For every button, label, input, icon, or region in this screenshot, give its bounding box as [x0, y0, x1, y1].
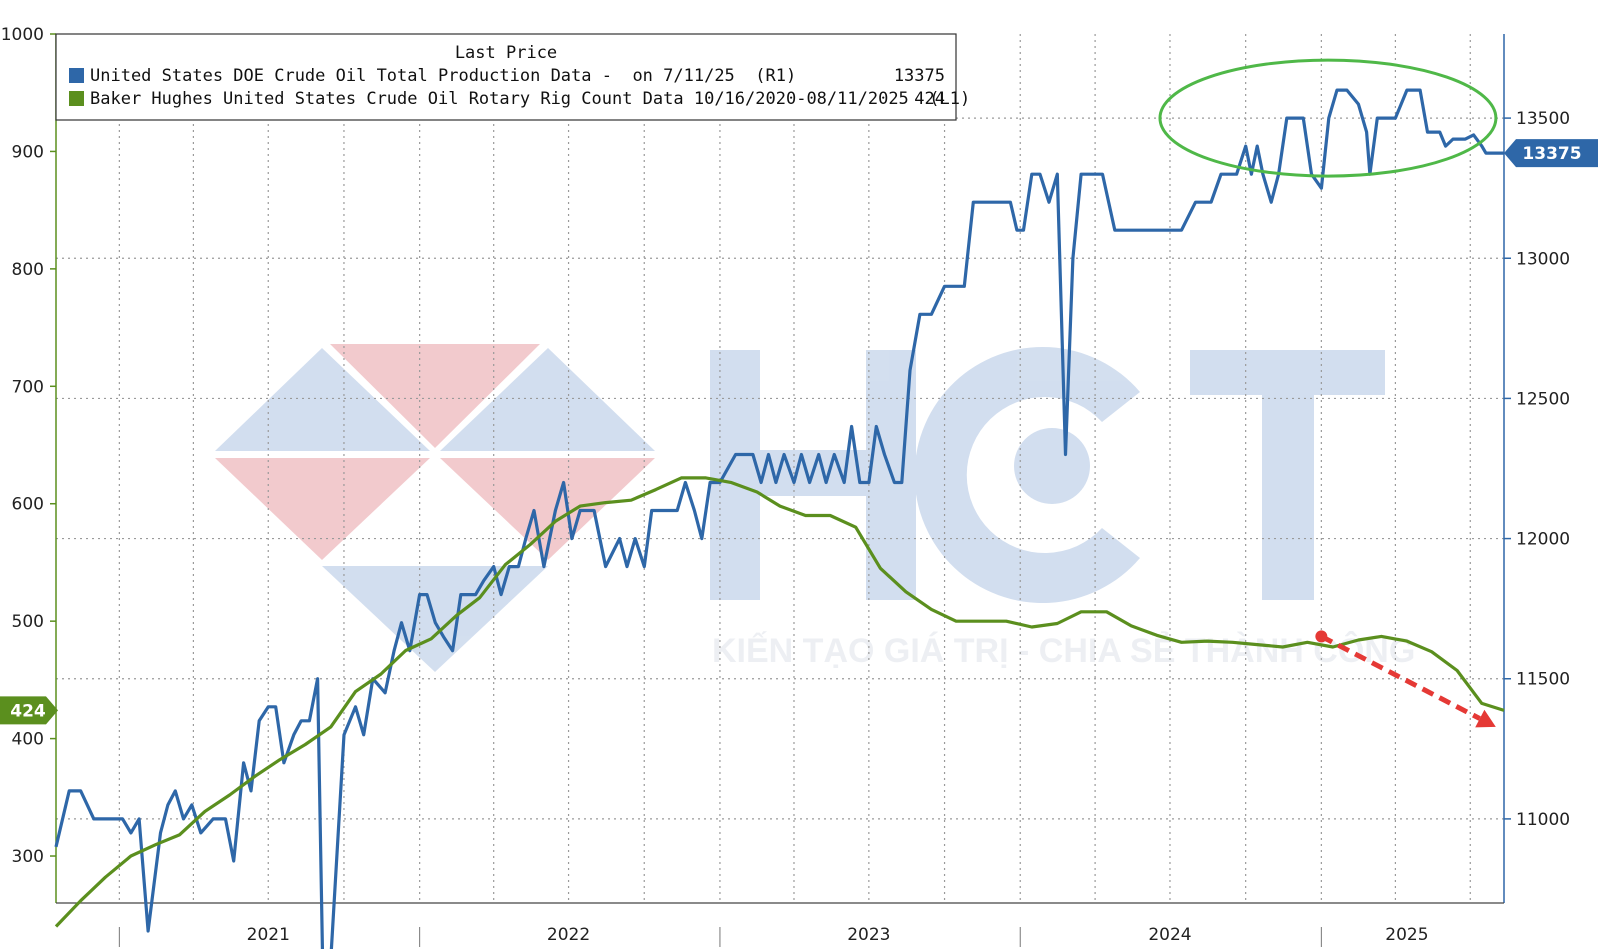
- axes: 300 400 500 600 700 800 900 1000 11000 11500 12000…: [1, 25, 1570, 947]
- x-axis-tick-label: 2024: [1148, 925, 1191, 945]
- left-last-value-text: 424: [10, 701, 46, 721]
- series-layer: [54, 88, 1505, 949]
- left-last-value-badge: [0, 696, 58, 725]
- left-axis-tick-label: 500: [12, 612, 44, 632]
- right-axis-tick-label: 12500: [1516, 389, 1570, 409]
- oil-production-line: [54, 88, 1504, 949]
- legend-entry-label: Baker Hughes United States Crude Oil Rot…: [90, 89, 970, 109]
- right-axis-tick-label: 12000: [1516, 530, 1570, 550]
- right-axis-tick-label: 13000: [1516, 249, 1570, 269]
- x-axis-tick-label: 2022: [547, 925, 590, 945]
- legend-swatch: [69, 91, 84, 106]
- left-axis-tick-label: 800: [12, 260, 44, 280]
- legend-header: Last Price: [455, 43, 557, 63]
- value-badges: 13375 424: [0, 139, 1598, 725]
- left-axis-tick-label: 700: [12, 377, 44, 397]
- legend-entry-value: 13375: [894, 66, 945, 86]
- right-axis-tick-label: 13500: [1516, 109, 1570, 129]
- annotations: [1158, 58, 1498, 728]
- left-axis-tick-label: 1000: [1, 25, 44, 45]
- legend-swatch: [69, 68, 84, 83]
- legend-entry-label: United States DOE Crude Oil Total Produc…: [90, 66, 796, 86]
- left-axis-tick-label: 600: [12, 495, 44, 515]
- downtrend-arrow-head: [1475, 709, 1496, 728]
- watermark: KIẾN TẠO GIÁ TRỊ - CHIA SẺ THÀNH CÔNG: [215, 344, 1415, 672]
- x-axis-tick-label: 2023: [847, 925, 890, 945]
- legend-box: [55, 33, 957, 121]
- downtrend-arrow-line: [1320, 634, 1481, 721]
- right-axis-tick-label: 11500: [1516, 670, 1570, 690]
- right-last-value-text: 13375: [1522, 144, 1581, 164]
- watermark-slogan: KIẾN TẠO GIÁ TRỊ - CHIA SẺ THÀNH CÔNG: [712, 631, 1415, 670]
- left-axis-tick-label: 400: [12, 730, 44, 750]
- right-last-value-badge: [1504, 139, 1598, 168]
- legend: Last Price United States DOE Crude Oil To…: [55, 33, 970, 121]
- left-axis-tick-label: 900: [12, 142, 44, 162]
- highlight-ellipse: [1158, 58, 1498, 178]
- x-axis-tick-label: 2025: [1385, 925, 1428, 945]
- right-axis-tick-label: 11000: [1516, 810, 1570, 830]
- left-axis-tick-label: 300: [12, 847, 44, 867]
- legend-entry-value: 424: [914, 89, 945, 109]
- rig-count-line: [54, 476, 1505, 928]
- x-axis-tick-label: 2021: [247, 925, 290, 945]
